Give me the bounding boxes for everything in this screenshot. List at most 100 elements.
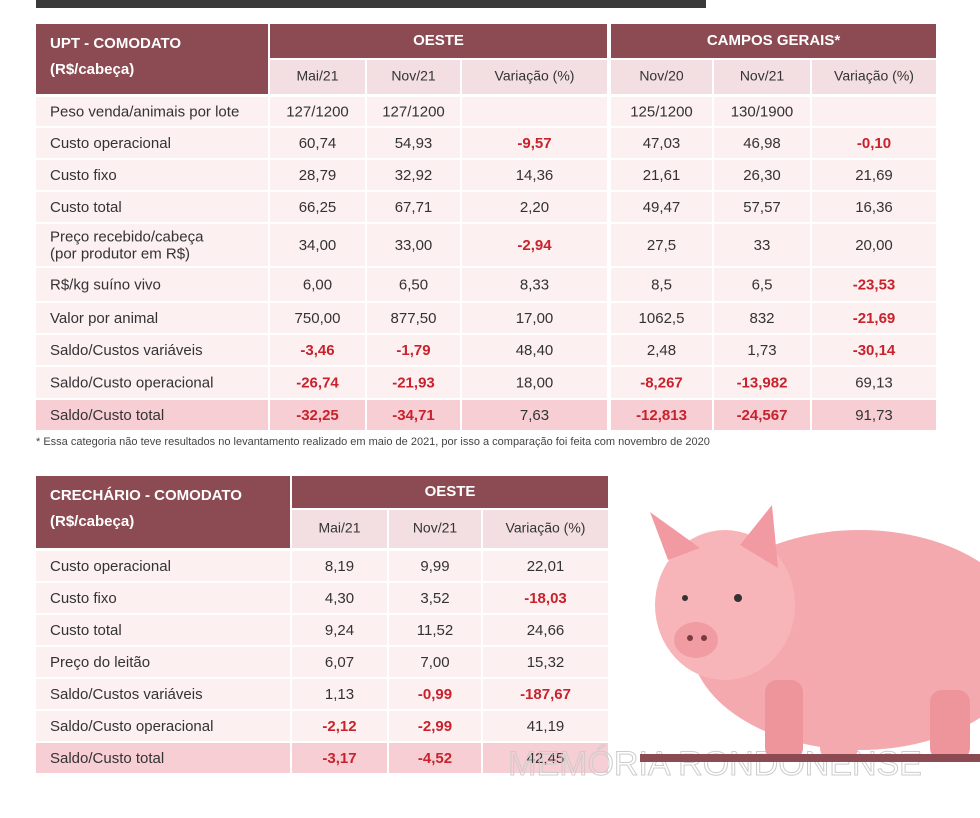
- cell-value: -34,71: [392, 407, 435, 424]
- cell-value: 28,79: [299, 167, 337, 184]
- cell-value: 6,07: [325, 654, 354, 671]
- cell-bg: [367, 128, 460, 158]
- cell-bg: [36, 268, 268, 301]
- cell-bg: [812, 224, 936, 266]
- table: CRECHÁRIO - COMODATO (R$/cabeça) OESTE Mai/…: [36, 476, 608, 773]
- cell-value: 1,13: [325, 686, 354, 703]
- cell-value: -32,25: [296, 407, 339, 424]
- cell-bg: [389, 679, 481, 709]
- cell-value: 8,5: [651, 276, 672, 293]
- cell-bg: [389, 711, 481, 741]
- cell-value: 127/1200: [382, 103, 445, 120]
- cell-bg: [270, 268, 365, 301]
- cut-title: [36, 0, 706, 8]
- cell-value: 4,30: [325, 590, 354, 607]
- cell-bg: [714, 128, 810, 158]
- cell-value: 42,45: [527, 750, 565, 767]
- group-label: OESTE: [425, 483, 476, 500]
- cell-bg: [270, 335, 365, 365]
- cell-bg: [292, 615, 387, 645]
- cell-value: 60,74: [299, 135, 337, 152]
- cell-bg: [292, 743, 387, 773]
- cell-value: 2,48: [647, 342, 676, 359]
- cell-bg: [714, 335, 810, 365]
- row-label: R$/kg suíno vivo: [50, 276, 161, 293]
- cell-bg: [611, 224, 712, 266]
- cell-bg: [270, 128, 365, 158]
- cell-bg: [36, 711, 290, 741]
- cell-bg: [812, 367, 936, 398]
- cell-value: -21,93: [392, 374, 435, 391]
- cell-value: 11,52: [417, 622, 453, 639]
- cell-bg: [36, 615, 290, 645]
- cell-bg: [483, 615, 608, 645]
- cell-value: 66,25: [299, 199, 337, 216]
- cell-bg: [36, 583, 290, 613]
- column-header: Variação (%): [495, 68, 575, 84]
- cell-value: 127/1200: [286, 103, 349, 120]
- pig-illustration: [640, 505, 980, 762]
- table-title: UPT - COMODATO: [50, 35, 181, 52]
- cell-value: 16,36: [855, 199, 893, 216]
- cell-bg: [292, 647, 387, 677]
- cell-bg: [812, 128, 936, 158]
- cell-value: 6,50: [399, 276, 428, 293]
- group-label: CAMPOS GERAIS*: [707, 32, 841, 49]
- column-header-cell: [462, 60, 607, 94]
- column-header: Mai/21: [318, 520, 360, 536]
- cell-value: -13,982: [737, 374, 788, 391]
- cell-value: 91,73: [855, 407, 893, 424]
- cell-value: -24,567: [737, 407, 788, 424]
- cell-bg: [367, 160, 460, 190]
- group-header: [611, 24, 936, 58]
- cell-value: -0,10: [857, 135, 891, 152]
- cell-value: -12,813: [636, 407, 687, 424]
- cell-bg: [462, 268, 607, 301]
- cell-value: 832: [749, 310, 774, 327]
- cell-value: -30,14: [853, 342, 896, 359]
- cell-value: 20,00: [855, 237, 893, 254]
- table: UPT - COMODATO (R$/cabeça) OESTE CAMPOS GER…: [36, 24, 936, 430]
- cell-value: -187,67: [520, 686, 571, 703]
- cell-value: 9,99: [420, 558, 449, 575]
- cell-bg: [389, 615, 481, 645]
- cell-value: 26,30: [743, 167, 781, 184]
- cell-value: -3,46: [300, 342, 334, 359]
- cell-value: 1,73: [747, 342, 776, 359]
- footnote: * Essa categoria não teve resultados no …: [36, 436, 710, 448]
- cell-bg: [462, 224, 607, 266]
- cell-value: -9,57: [517, 135, 551, 152]
- cell-bg: [270, 400, 365, 430]
- cell-bg: [292, 583, 387, 613]
- cell-bg: [367, 367, 460, 398]
- cell-bg: [36, 192, 268, 222]
- cell-bg: [389, 743, 481, 773]
- row-label: Saldo/Custos variáveis: [50, 686, 203, 703]
- cell-value: 8,33: [520, 276, 549, 293]
- cell-value: 22,01: [527, 558, 565, 575]
- row-label: Preço recebido/cabeça: [50, 228, 204, 245]
- cell-bg: [270, 224, 365, 266]
- column-header-cell: [367, 60, 460, 94]
- column-header: Nov/21: [413, 520, 458, 536]
- cell-value: 46,98: [743, 135, 781, 152]
- cell-value: -3,17: [322, 750, 356, 767]
- cell-bg: [36, 224, 268, 266]
- cell-bg: [36, 97, 268, 126]
- cell-bg: [462, 303, 607, 333]
- header-cell: [36, 476, 290, 548]
- cell-value: 21,69: [855, 167, 893, 184]
- cell-bg: [36, 647, 290, 677]
- cell-value: 125/1200: [630, 103, 693, 120]
- column-header-cell: [292, 510, 387, 548]
- group-header: [270, 24, 607, 58]
- column-header-cell: [611, 60, 712, 94]
- column-header: Nov/21: [740, 68, 785, 84]
- row-label: Saldo/Custo operacional: [50, 718, 213, 735]
- cell-bg: [292, 551, 387, 581]
- cell-bg: [714, 224, 810, 266]
- column-header: Nov/20: [639, 68, 684, 84]
- column-header: Nov/21: [391, 68, 436, 84]
- cell-bg: [611, 128, 712, 158]
